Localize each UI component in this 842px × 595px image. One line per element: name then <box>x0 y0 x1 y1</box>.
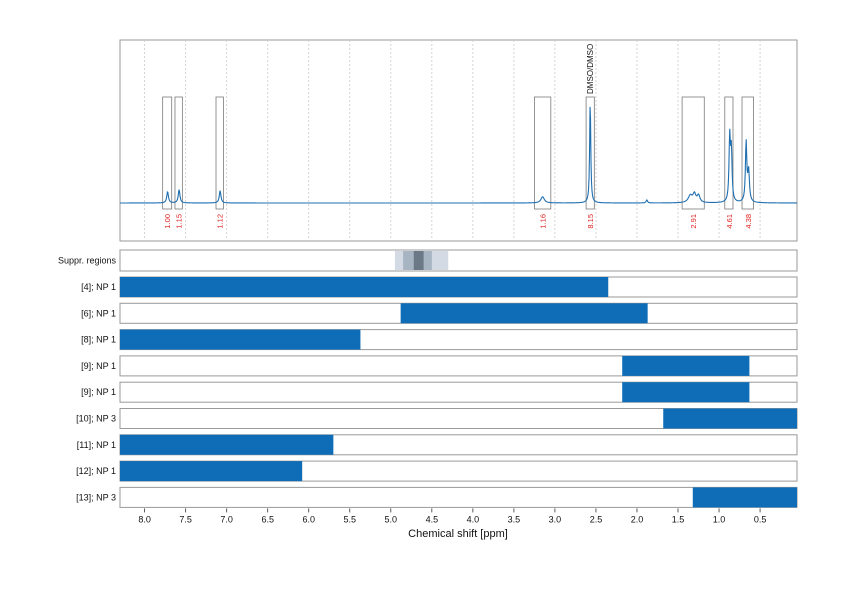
x-tick-label: 1.5 <box>672 514 685 524</box>
x-tick-label: 3.0 <box>549 514 562 524</box>
suppressed-frame <box>119 249 798 272</box>
range-bar <box>622 355 750 376</box>
range-bar <box>120 277 609 297</box>
range-row-label: [12]; NP 1 <box>76 466 116 476</box>
range-bar <box>120 461 303 482</box>
spectrum-trace <box>120 106 797 204</box>
range-row-label: [13]; NP 3 <box>76 492 116 502</box>
x-tick-label: 5.5 <box>344 514 357 524</box>
integral-label: 1.12 <box>216 214 225 229</box>
x-tick-label: 7.0 <box>220 514 233 524</box>
range-bar <box>400 303 648 324</box>
x-tick-label: 2.0 <box>631 514 644 524</box>
x-axis-title: Chemical shift [ppm] <box>408 528 508 540</box>
integral-label: 1.15 <box>175 214 184 229</box>
x-tick-label: 4.0 <box>467 514 480 524</box>
x-tick-label: 3.5 <box>508 514 521 524</box>
range-bar <box>120 329 361 350</box>
x-tick-label: 0.5 <box>754 514 767 524</box>
suppressed-regions-panel: Suppr. regions <box>58 249 798 272</box>
integral-region <box>585 96 595 210</box>
x-tick-label: 2.5 <box>590 514 603 524</box>
range-bar <box>120 434 334 455</box>
integral-region <box>681 96 705 210</box>
range-bar <box>622 382 750 403</box>
range-row-label: [4]; NP 1 <box>81 282 116 292</box>
x-tick-label: 4.5 <box>426 514 439 524</box>
x-tick-label: 8.0 <box>138 514 151 524</box>
range-row-label: [9]; NP 1 <box>81 361 116 371</box>
range-row-label: [10]; NP 3 <box>76 414 116 424</box>
integral-label: 8.15 <box>586 214 595 229</box>
integral-label: 4.61 <box>725 214 734 229</box>
suppressed-label: Suppr. regions <box>58 256 117 266</box>
spectrum-panel: 1.00 1.15 1.12 1.16 8.15 2.91 4.61 4.38 DMSO/DMS… <box>119 39 798 242</box>
x-axis: 8.0 7.5 7.0 6.5 6.0 5.5 5.0 4.5 4.0 3.5 3.0 2.5 2.0 1… <box>138 508 766 524</box>
integral-label: 2.91 <box>689 214 698 229</box>
suppressed-band <box>413 251 424 270</box>
integral-region <box>162 96 173 210</box>
range-row-label: [6]; NP 1 <box>81 308 116 318</box>
range-bar <box>663 408 797 429</box>
x-tick-label: 1.0 <box>713 514 726 524</box>
x-tick-label: 7.5 <box>179 514 192 524</box>
x-tick-label: 6.5 <box>261 514 274 524</box>
integral-region <box>741 96 754 210</box>
spectrum-frame <box>119 39 798 242</box>
range-row-label: [9]; NP 1 <box>81 387 116 397</box>
integral-label: 1.00 <box>163 214 172 229</box>
x-tick-label: 6.0 <box>302 514 315 524</box>
integral-region <box>174 96 183 210</box>
integral-label: 1.16 <box>539 214 548 229</box>
x-tick-label: 5.0 <box>385 514 398 524</box>
integral-region <box>724 96 734 210</box>
range-row-label: [8]; NP 1 <box>81 335 116 345</box>
range-bar <box>692 487 797 508</box>
integral-region <box>215 96 224 210</box>
range-rows-panel: [4]; NP 1 [6]; NP 1 [8]; NP 1 [9]; NP 1 [9];… <box>76 276 798 508</box>
peak-annotation: DMSO/DMSO <box>586 44 595 94</box>
integral-label: 4.38 <box>744 214 753 229</box>
range-row-label: [11]; NP 1 <box>77 440 116 450</box>
integral-region <box>534 96 552 210</box>
